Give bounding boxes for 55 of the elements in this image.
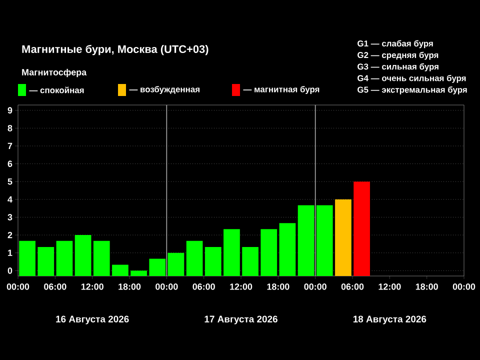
bar [112, 264, 128, 276]
bar [93, 240, 110, 276]
y-tick-label: 2 [8, 232, 12, 238]
y-tick-label: 4 [8, 196, 12, 202]
y-tick-label: 9 [8, 107, 12, 114]
bar [74, 235, 92, 276]
y-tick-label: 5 [8, 178, 12, 185]
text: G5 — экстремальная буря [358, 86, 467, 94]
text: G3 — сильная буря [358, 63, 438, 72]
bar [260, 229, 278, 276]
y-tick-label: 3 [8, 214, 12, 220]
x-tick-label: 00:00 [156, 284, 178, 290]
x-tick-label: 00:00 [304, 284, 326, 290]
bar [279, 223, 296, 276]
x-tick-label: 06:00 [192, 284, 215, 290]
bar [149, 258, 166, 276]
y-tick-label: 8 [8, 124, 12, 132]
x-tick-label: 12:00 [230, 284, 252, 290]
bar [168, 252, 184, 276]
x-tick-label: 06:00 [44, 284, 66, 290]
text: 18 Августа 2026 [353, 316, 426, 324]
legend-label: — спокойная [29, 86, 84, 94]
chart-title: Магнитные бури, Москва (UTC+03) [22, 44, 208, 56]
x-tick-label: 18:00 [267, 284, 290, 290]
bar [354, 182, 370, 276]
bar [298, 205, 314, 276]
legend-label: — возбужденная [129, 86, 200, 94]
bar [224, 229, 240, 276]
text: 17 Августа 2026 [204, 316, 278, 324]
x-tick-label: 12:00 [378, 284, 401, 290]
text: G2 — средняя буря [358, 52, 438, 60]
bar [242, 246, 258, 276]
y-tick-label: 0 [8, 267, 12, 274]
bar [130, 270, 147, 276]
y-tick-label: 6 [8, 160, 12, 167]
x-tick-label: 06:00 [341, 284, 364, 290]
bar [204, 246, 222, 276]
text: G1 — слабая буря [358, 40, 433, 48]
y-tick-label: 1 [8, 250, 12, 256]
x-tick-label: 12:00 [81, 284, 104, 290]
legend-title: Магнитосфера [22, 68, 87, 78]
text: 16 Августа 2026 [56, 316, 129, 324]
x-tick-label: 18:00 [416, 284, 438, 290]
x-tick-label: 00:00 [452, 284, 476, 290]
x-tick-label: 18:00 [118, 284, 141, 290]
bar [38, 246, 54, 276]
bar [56, 240, 73, 276]
legend-label: — магнитная буря [243, 86, 320, 94]
y-tick-label: 7 [8, 142, 12, 150]
bar [335, 199, 352, 276]
x-tick-label: 00:00 [6, 284, 30, 290]
bar [19, 240, 36, 276]
bar [186, 240, 203, 276]
text: G4 — очень сильная буря [358, 74, 466, 83]
bar [316, 205, 333, 276]
